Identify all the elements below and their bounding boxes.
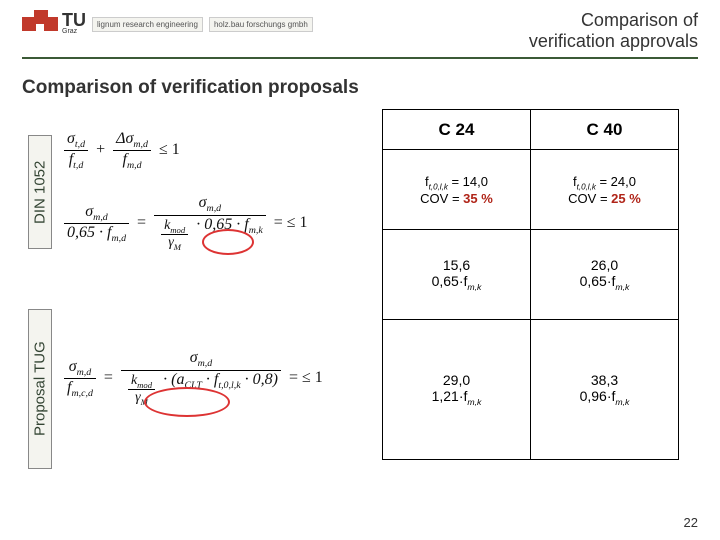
vertical-label-tug: Proposal TUG [28,309,52,469]
partner-holzbau: holz.bau forschungs gmbh [209,17,313,32]
table-header-row: C 24 C 40 [383,110,679,150]
highlight-circle-2 [144,387,230,417]
header-rule [22,57,698,59]
col-c40: C 40 [531,110,679,150]
cell-c40-din: 26,0 0,65·fm,k [531,230,679,320]
tu-blocks-icon [22,10,58,38]
tu-graz-logo: TU Graz [22,10,86,38]
cell-c24-din: 15,6 0,65·fm,k [383,230,531,320]
cell-c24-props: ft,0,l,k = 14,0 COV = 35 % [383,150,531,230]
vertical-label-din: DIN 1052 [28,135,52,249]
cell-c40-tug: 38,3 0,96·fm,k [531,320,679,460]
page-number: 22 [684,515,698,530]
formula-din-1: σt,d ft,d + Δσm,d fm,d ≤ 1 [60,127,360,173]
partner-lignum: lignum research engineering [92,17,203,32]
cell-c40-props: ft,0,l,k = 24,0 COV = 25 % [531,150,679,230]
title-line-2: verification approvals [529,31,698,52]
title-line-1: Comparison of [529,10,698,31]
logo-row: TU Graz lignum research engineering holz… [22,10,313,38]
section-subtitle: Comparison of verification proposals [22,77,720,99]
slide-header: TU Graz lignum research engineering holz… [0,0,720,55]
table-row: 29,0 1,21·fm,k 38,3 0,96·fm,k [383,320,679,460]
table-row: ft,0,l,k = 14,0 COV = 35 % ft,0,l,k = 24… [383,150,679,230]
table-row: 15,6 0,65·fm,k 26,0 0,65·fm,k [383,230,679,320]
tu-text: TU [62,13,86,27]
col-c24: C 24 [383,110,531,150]
comparison-table: C 24 C 40 ft,0,l,k = 14,0 COV = 35 % ft,… [382,109,679,460]
cell-c24-tug: 29,0 1,21·fm,k [383,320,531,460]
slide-title: Comparison of verification approvals [529,10,698,51]
